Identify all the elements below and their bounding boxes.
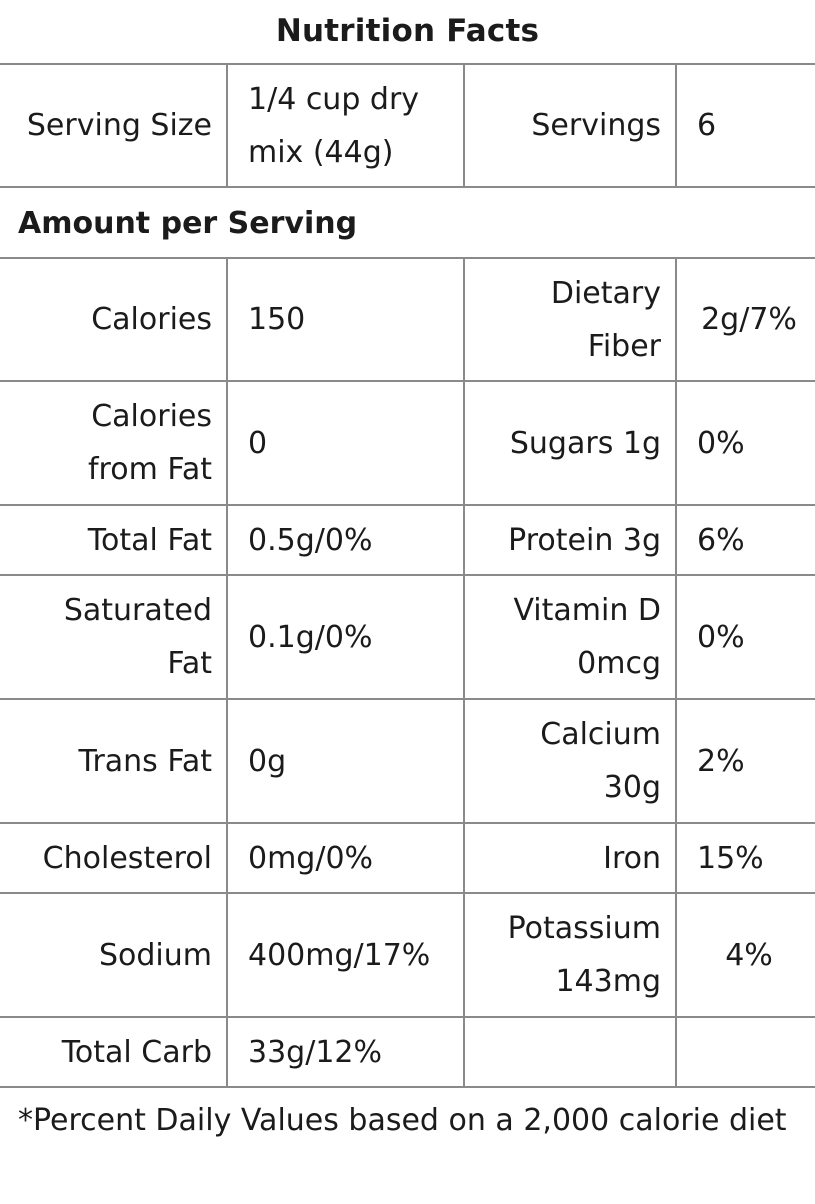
nutrient-value: 0g — [248, 743, 287, 779]
nutrient-label: Total Carb — [61, 1034, 212, 1070]
nutrient-value: 0.1g/0% — [248, 619, 373, 655]
column-divider — [675, 63, 677, 188]
nutrient-label-secondary: Sugars 1g — [509, 425, 661, 461]
divider — [0, 892, 815, 894]
column-divider — [463, 63, 465, 188]
nutrient-value: 33g/12% — [248, 1034, 383, 1070]
nutrient-value-secondary: 4% — [725, 937, 773, 973]
nutrient-value: 150 — [248, 302, 306, 337]
divider — [0, 186, 815, 188]
nutrient-label: Total Fat — [87, 522, 212, 558]
nutrient-label-secondary: Calcium 30g — [540, 717, 661, 805]
serving-size-label: Serving Size — [26, 108, 212, 143]
section-heading: Amount per Serving — [18, 205, 358, 241]
nutrition-title: Nutrition Facts — [275, 13, 540, 49]
nutrient-value: 0mg/0% — [248, 840, 374, 876]
nutrient-label-secondary: Iron — [603, 840, 661, 876]
divider — [0, 504, 815, 506]
divider — [0, 380, 815, 382]
nutrient-label: Trans Fat — [78, 743, 212, 779]
divider — [0, 698, 815, 700]
nutrient-label: Calories — [91, 302, 212, 337]
divider — [0, 63, 815, 65]
nutrient-value-secondary — [677, 1018, 815, 1086]
nutrient-label: Saturated Fat — [63, 593, 212, 681]
column-divider — [226, 63, 228, 188]
divider — [0, 1016, 815, 1018]
nutrient-value-secondary: 0% — [697, 425, 745, 461]
nutrient-label-secondary — [465, 1018, 675, 1086]
divider — [0, 257, 815, 259]
servings-label: Servings — [531, 108, 661, 143]
daily-values-footnote: *Percent Daily Values based on a 2,000 c… — [18, 1103, 787, 1138]
divider — [0, 574, 815, 576]
nutrient-label-secondary: Dietary Fiber — [550, 275, 661, 364]
serving-size-value: 1/4 cup dry mix (44g) — [248, 81, 420, 170]
divider — [0, 1086, 815, 1088]
nutrient-label: Sodium — [98, 937, 212, 973]
column-divider — [463, 257, 465, 1088]
nutrient-label-secondary: Potassium 143mg — [507, 911, 661, 999]
nutrient-value-secondary: 0% — [697, 619, 745, 655]
nutrient-label-secondary: Protein 3g — [508, 522, 661, 558]
divider — [0, 822, 815, 824]
nutrient-value: 0 — [248, 425, 268, 461]
servings-value: 6 — [697, 108, 717, 143]
nutrient-label: Calories from Fat — [88, 399, 212, 487]
column-divider — [675, 257, 677, 1088]
nutrient-value-secondary: 2g/7% — [701, 302, 797, 337]
nutrient-value-secondary: 15% — [697, 840, 764, 876]
nutrient-value-secondary: 2% — [697, 743, 745, 779]
nutrient-label-secondary: Vitamin D 0mcg — [513, 593, 661, 681]
nutrient-value-secondary: 6% — [697, 522, 745, 558]
column-divider — [226, 257, 228, 1088]
nutrient-label: Cholesterol — [42, 840, 212, 876]
nutrient-value: 400mg/17% — [248, 937, 431, 973]
nutrient-value: 0.5g/0% — [248, 522, 373, 558]
